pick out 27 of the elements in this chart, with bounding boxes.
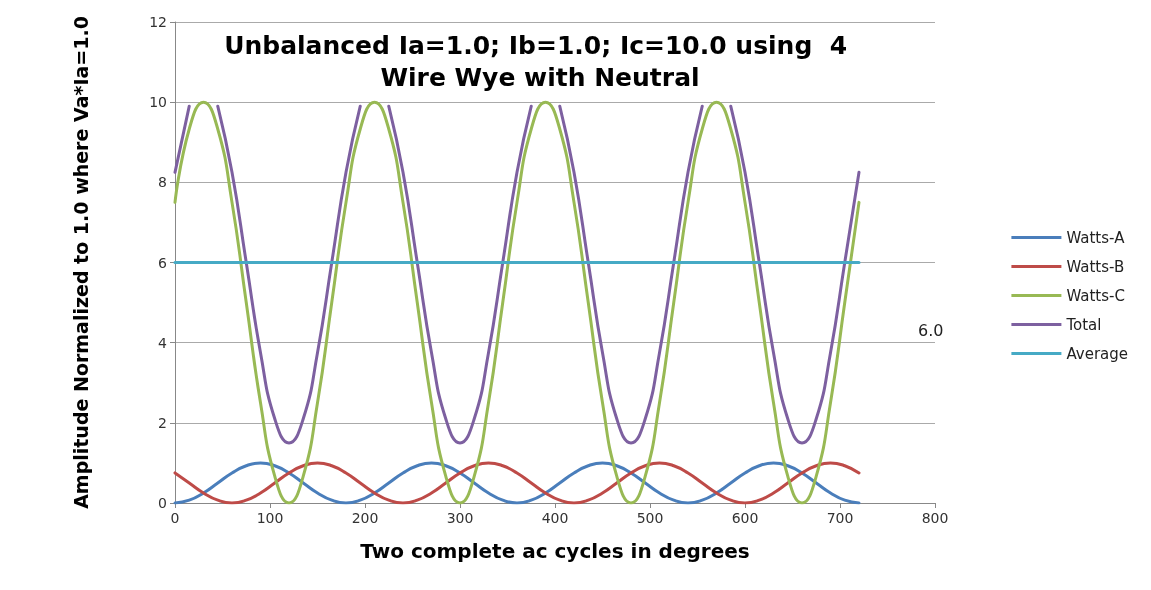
- y-tick-label: 2: [158, 414, 167, 431]
- line-series: [173, 461, 861, 505]
- x-tick-label: 600: [731, 510, 759, 526]
- line-series: [173, 100, 861, 505]
- y-tick-label: 10: [149, 94, 167, 111]
- legend-label: Watts-B: [1066, 257, 1125, 276]
- legend-label: Watts-C: [1066, 286, 1125, 305]
- text: Unbalanced Ia=1.0; Ib=1.0; Ic=10.0 using 4 Wire Wye with Neutral: [224, 30, 856, 92]
- x-tick-label: 500: [636, 510, 664, 526]
- y-tick-label: 6: [158, 254, 168, 271]
- x-tick-label: 800: [921, 510, 949, 526]
- legend-label: Total: [1065, 315, 1102, 334]
- annotation: 6.0: [918, 320, 944, 340]
- y-axis-title: Amplitude Normalized to 1.0 where Va*Ia=1.0: [70, 16, 92, 509]
- x-axis-title: Two complete ac cycles in degrees: [360, 539, 750, 563]
- y-tick-label: 0: [158, 495, 167, 511]
- x-tick-label: 200: [351, 510, 379, 526]
- x-tick-label: 700: [826, 510, 854, 526]
- x-tick-label: 100: [256, 510, 284, 526]
- x-tick-label: 400: [541, 510, 569, 526]
- y-tick-label: 4: [158, 334, 168, 351]
- legend-label: Watts-A: [1066, 228, 1126, 247]
- legend-label: Average: [1066, 344, 1129, 363]
- x-tick-label: 0: [170, 510, 180, 526]
- y-tick-label: 8: [158, 174, 167, 191]
- x-tick-label: 300: [446, 510, 474, 526]
- y-tick-label: 12: [149, 14, 167, 30]
